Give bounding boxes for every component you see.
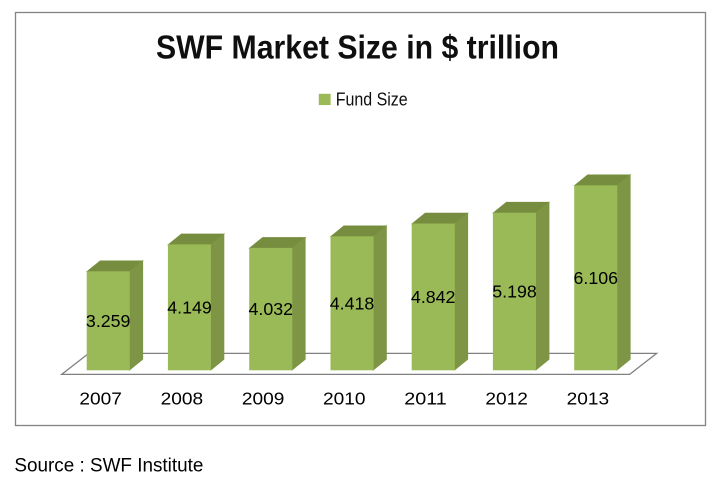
svg-text:2007: 2007 bbox=[79, 389, 122, 409]
svg-text:4.418: 4.418 bbox=[330, 293, 375, 313]
svg-text:4.032: 4.032 bbox=[249, 299, 294, 319]
svg-text:4.842: 4.842 bbox=[411, 287, 456, 307]
svg-text:2011: 2011 bbox=[404, 389, 447, 409]
svg-text:6.106: 6.106 bbox=[574, 268, 619, 288]
svg-text:2010: 2010 bbox=[323, 389, 366, 409]
svg-text:SWF Market Size in $ trillion: SWF Market Size in $ trillion bbox=[156, 28, 559, 65]
svg-text:2013: 2013 bbox=[567, 389, 610, 409]
svg-text:2009: 2009 bbox=[242, 389, 285, 409]
svg-text:5.198: 5.198 bbox=[492, 282, 537, 302]
svg-text:2012: 2012 bbox=[485, 389, 528, 409]
svg-text:Fund Size: Fund Size bbox=[336, 89, 408, 110]
svg-text:2008: 2008 bbox=[161, 389, 204, 409]
svg-text:4.149: 4.149 bbox=[167, 297, 212, 317]
svg-text:Source : SWF Institute: Source : SWF Institute bbox=[14, 454, 203, 476]
svg-text:3.259: 3.259 bbox=[86, 311, 131, 331]
